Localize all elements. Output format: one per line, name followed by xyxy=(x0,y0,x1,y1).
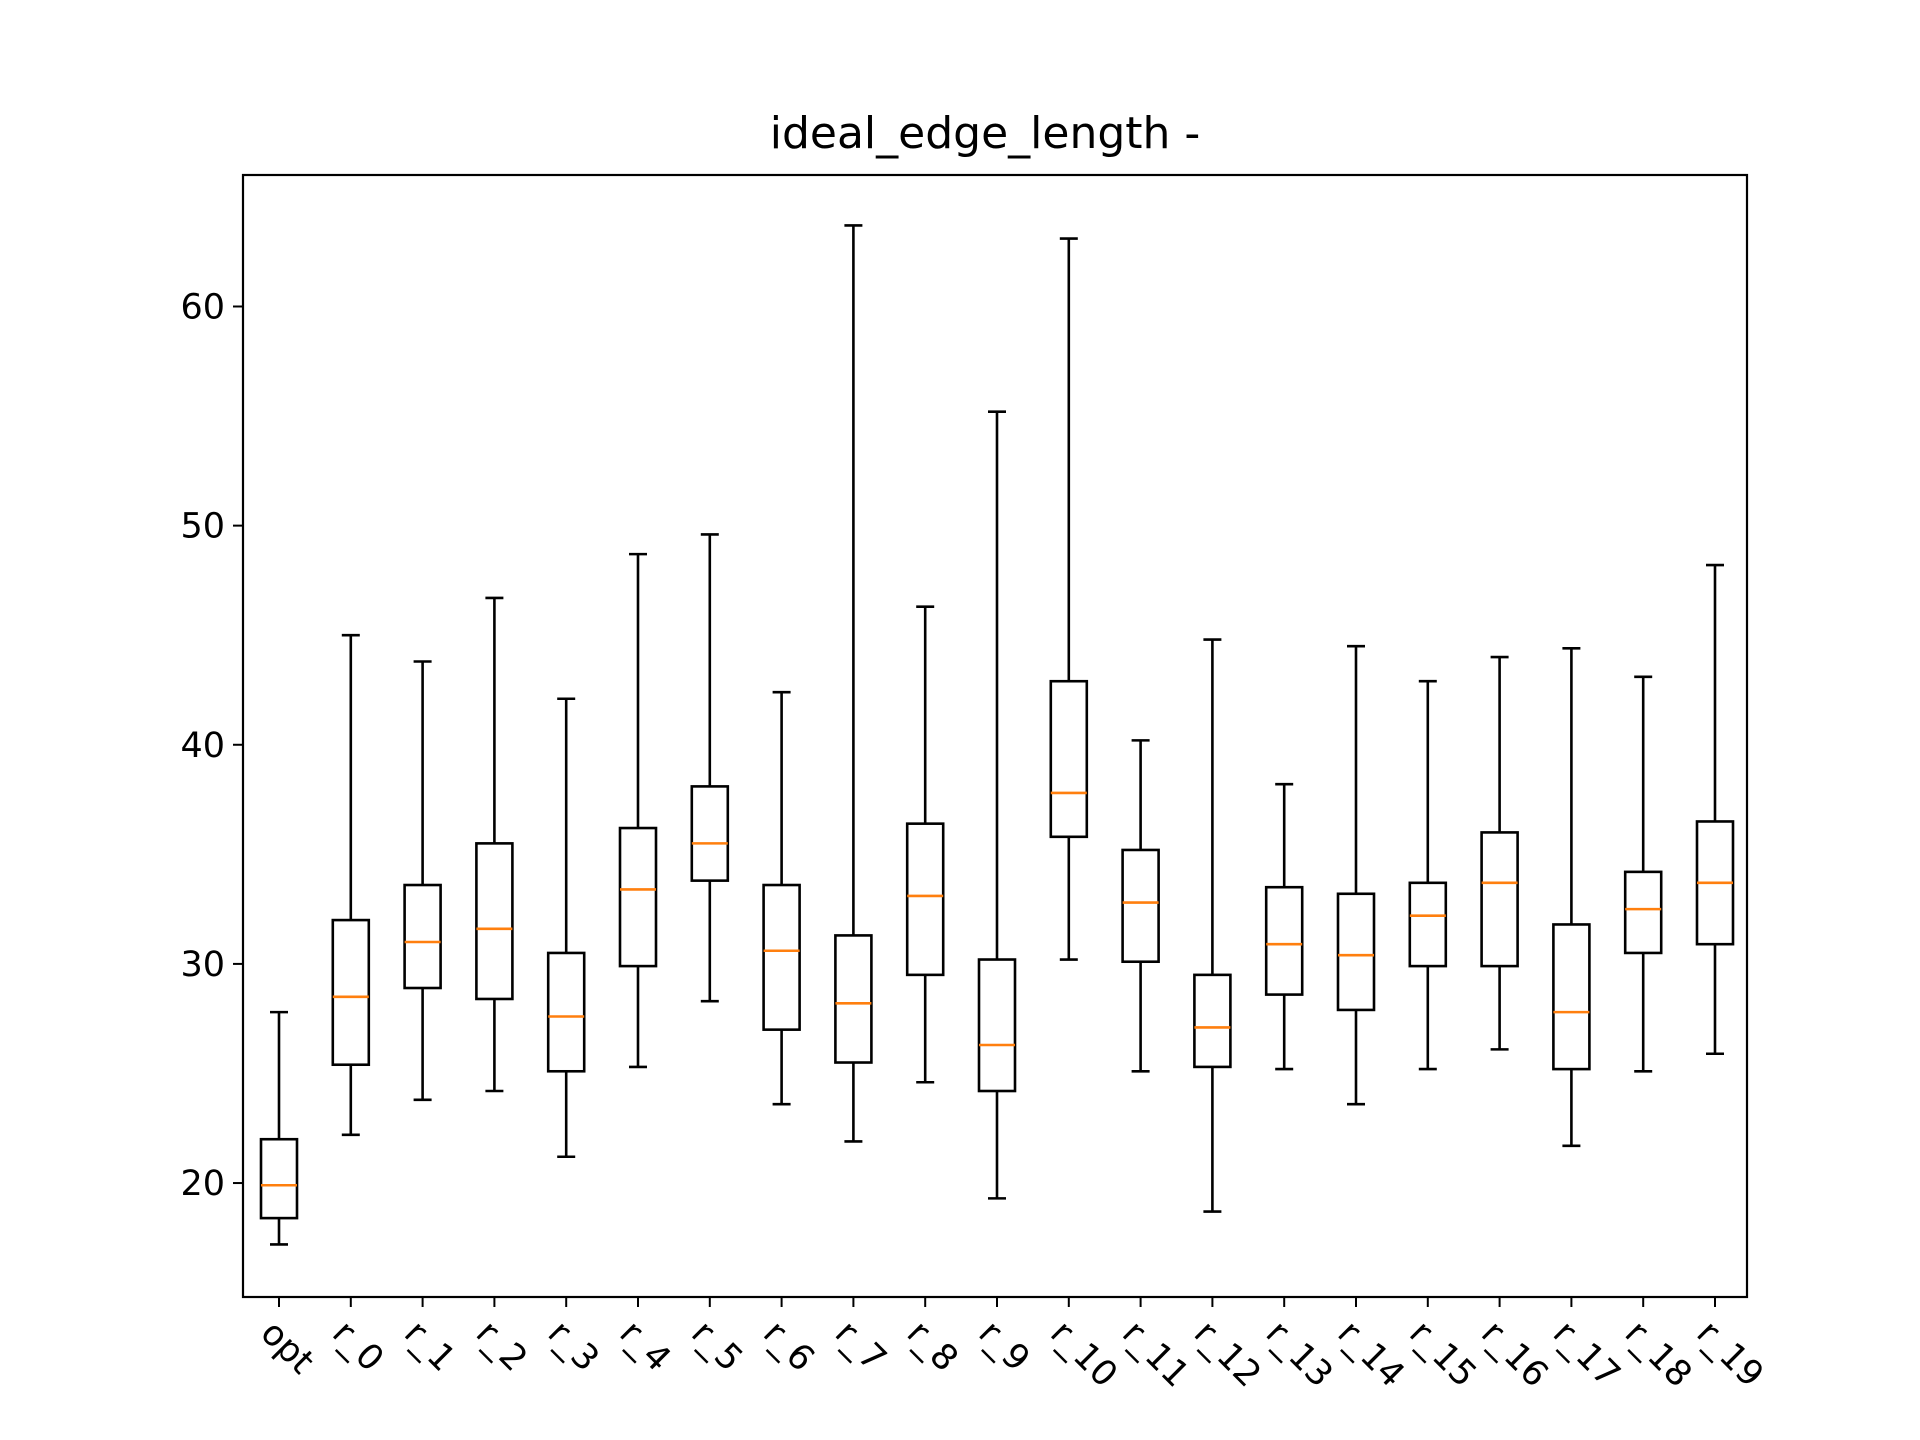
x-tick-label: r_0 xyxy=(324,1313,391,1380)
iqr-box xyxy=(1336,892,1376,1012)
box-r_5 xyxy=(690,533,730,1003)
box-r_16 xyxy=(1480,655,1519,1051)
iqr-box xyxy=(618,826,658,968)
box-r_19 xyxy=(1695,563,1735,1056)
y-tick-label: 60 xyxy=(180,287,225,327)
y-axis: 20 30 40 50 60 xyxy=(180,287,243,1204)
x-tick-label: r_6 xyxy=(755,1313,822,1380)
box-r_18 xyxy=(1623,675,1663,1073)
iqr-box xyxy=(1408,881,1448,968)
x-tick-label: r_5 xyxy=(683,1313,750,1380)
box-r_1 xyxy=(403,660,442,1102)
box-r_3 xyxy=(546,697,586,1159)
chart-title: ideal_edge_length - xyxy=(770,108,1201,159)
iqr-box xyxy=(1049,679,1089,839)
x-tick-label: r_19 xyxy=(1689,1313,1771,1395)
iqr-box xyxy=(690,785,730,882)
iqr-box xyxy=(905,822,945,977)
x-tick-label: r_2 xyxy=(468,1313,535,1380)
x-tick-label: r_1 xyxy=(396,1313,463,1380)
iqr-box xyxy=(977,958,1017,1093)
y-tick-label: 50 xyxy=(180,507,225,547)
box-r_6 xyxy=(762,690,801,1106)
x-tick-label: r_3 xyxy=(540,1313,607,1380)
y-tick-label: 40 xyxy=(180,726,225,766)
iqr-box xyxy=(1480,831,1519,968)
x-tick-label: r_18 xyxy=(1617,1313,1699,1395)
box-r_0 xyxy=(331,633,371,1137)
x-tick-label: r_4 xyxy=(612,1313,679,1380)
iqr-box xyxy=(1121,848,1160,964)
box-r_13 xyxy=(1264,782,1304,1071)
iqr-box xyxy=(259,1137,299,1220)
iqr-box xyxy=(546,951,586,1073)
box-r_7 xyxy=(834,224,873,1143)
box-r_8 xyxy=(905,605,945,1084)
x-tick-label: r_16 xyxy=(1473,1313,1555,1395)
iqr-box xyxy=(331,918,371,1067)
x-tick-label: r_7 xyxy=(827,1313,894,1380)
box-r_9 xyxy=(977,410,1017,1200)
x-tick-label: r_15 xyxy=(1401,1313,1483,1395)
x-tick-label: r_12 xyxy=(1186,1313,1268,1395)
y-tick-label: 30 xyxy=(180,945,225,985)
iqr-box xyxy=(1552,923,1591,1071)
box-r_10 xyxy=(1049,237,1089,961)
box-r_15 xyxy=(1408,679,1448,1071)
x-axis: opt r_0 r_1 r_2 r_3 r_4 r_5 r_6 r_7 r_8 r_9 r_10r_1… xyxy=(253,1297,1771,1395)
x-tick-label: r_11 xyxy=(1114,1313,1196,1395)
box-r_4 xyxy=(618,552,658,1069)
boxes-layer xyxy=(259,224,1735,1246)
x-tick-label: opt xyxy=(253,1313,322,1382)
x-tick-label: r_9 xyxy=(971,1313,1038,1380)
plot-frame xyxy=(241,173,1749,1299)
iqr-box xyxy=(1623,870,1663,955)
iqr-box xyxy=(1264,885,1304,996)
iqr-box xyxy=(1193,973,1232,1069)
x-tick-label: r_13 xyxy=(1258,1313,1340,1395)
x-tick-label: r_14 xyxy=(1330,1313,1412,1395)
box-r_11 xyxy=(1121,739,1160,1073)
x-tick-label: r_10 xyxy=(1042,1313,1124,1395)
iqr-box xyxy=(834,934,873,1064)
iqr-box xyxy=(475,842,514,1001)
box-r_12 xyxy=(1193,638,1232,1213)
box-r_17 xyxy=(1552,647,1591,1148)
box-r_14 xyxy=(1336,644,1376,1106)
box-r_2 xyxy=(475,596,514,1093)
x-tick-label: r_17 xyxy=(1545,1313,1627,1395)
box-opt xyxy=(259,1010,299,1246)
y-tick-label: 20 xyxy=(180,1164,225,1204)
x-tick-label: r_8 xyxy=(899,1313,966,1380)
iqr-box xyxy=(762,883,801,1031)
iqr-box xyxy=(403,883,442,990)
